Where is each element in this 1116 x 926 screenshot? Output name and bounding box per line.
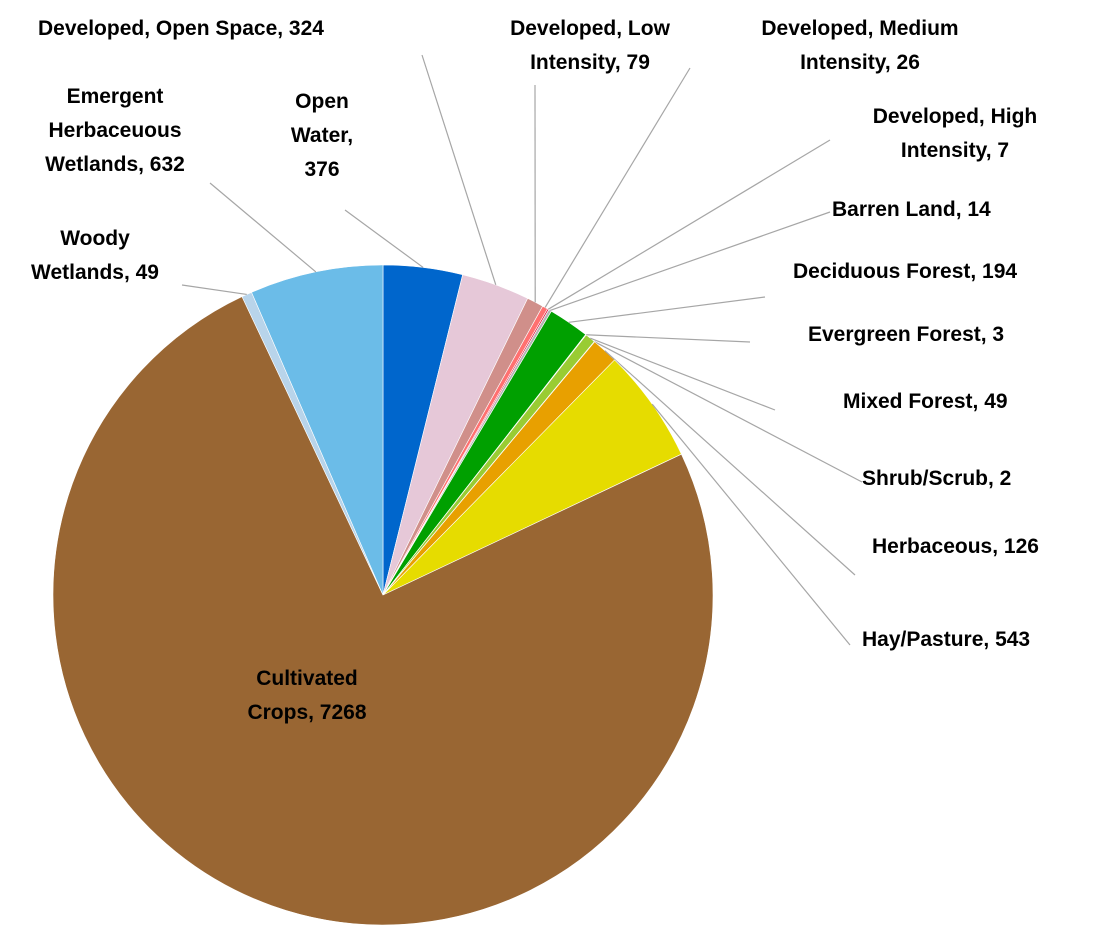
data-label: Herbaceous, 126: [872, 535, 1039, 558]
leader-line: [594, 341, 863, 483]
leader-line: [547, 139, 831, 310]
data-label: Deciduous Forest, 194: [793, 260, 1018, 283]
data-label: Open Water, 376: [290, 90, 354, 181]
data-label: Developed, Medium Intensity, 26: [761, 17, 959, 74]
leader-line: [344, 209, 424, 268]
data-label: Shrub/Scrub, 2: [862, 467, 1012, 490]
leader-line: [590, 337, 776, 411]
leader-line: [651, 403, 851, 646]
leader-line: [209, 182, 317, 273]
leader-line: [568, 296, 766, 323]
leader-line: [585, 334, 751, 343]
data-label: Emergent Herbaceuous Wetlands, 632: [45, 85, 185, 176]
data-label: Woody Wetlands, 49: [31, 227, 159, 284]
data-label: Barren Land, 14: [832, 198, 991, 221]
leader-line: [181, 284, 247, 296]
leader-line: [604, 350, 856, 576]
pie-slice: [52, 296, 714, 926]
leader-line: [549, 211, 831, 311]
data-label: Developed, Open Space, 324: [38, 17, 324, 40]
data-label: Cultivated Crops, 7268: [247, 667, 367, 724]
data-label: Hay/Pasture, 543: [862, 628, 1031, 651]
leader-line: [544, 67, 691, 308]
leader-line: [421, 54, 497, 286]
data-label: Evergreen Forest, 3: [808, 323, 1005, 346]
data-label: Developed, High Intensity, 7: [872, 105, 1038, 162]
pie-slice: [251, 264, 384, 596]
data-label: Mixed Forest, 49: [843, 390, 1008, 413]
data-label: Developed, Low Intensity, 79: [510, 17, 670, 74]
